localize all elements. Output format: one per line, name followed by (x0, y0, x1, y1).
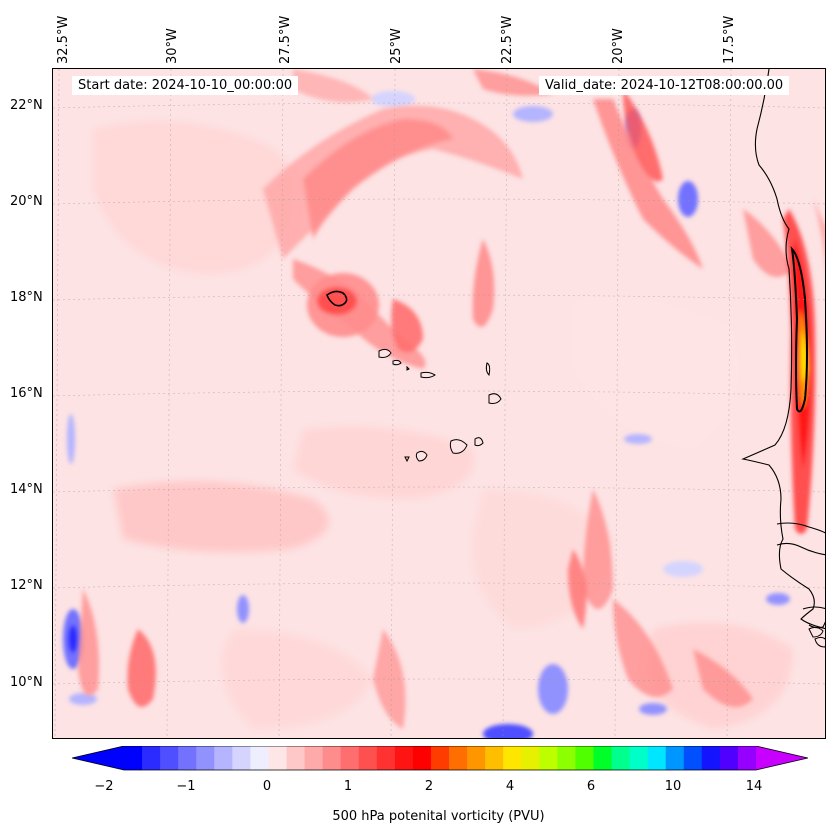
bissagos-islands (808, 626, 825, 648)
colorbar-tick: 2 (424, 779, 434, 794)
colorbar-swatch (557, 746, 576, 770)
lon-label-27-5w: 27.5°W (278, 15, 293, 64)
colorbar-swatch (575, 746, 594, 770)
colorbar-swatch (430, 746, 450, 770)
lon-label-22-5w: 22.5°W (500, 15, 515, 64)
colorbar-tick: 10 (664, 779, 682, 794)
valid-date-label: Valid_date: 2024-10-12T08:00:00.00 (539, 76, 790, 95)
lat-label-18n: 18°N (10, 290, 43, 305)
pv-field-map (53, 69, 825, 738)
colorbar-swatch (286, 746, 306, 770)
colorbar-swatch (485, 746, 504, 770)
colorbar-extend-low (72, 746, 124, 770)
colorbar-swatch (449, 746, 468, 770)
cape-verde-islands (378, 348, 502, 463)
colorbar-swatch (304, 746, 324, 770)
colorbar-swatch (358, 746, 378, 770)
colorbar-swatch (178, 746, 197, 770)
graticule (53, 69, 825, 738)
colorbar-swatch (665, 746, 685, 770)
colorbar-tick: 6 (586, 779, 596, 794)
colorbar-swatch (340, 746, 360, 770)
colorbar-swatch (737, 746, 757, 770)
colorbar-tick: −2 (94, 779, 114, 794)
colorbar-tick: 14 (745, 779, 763, 794)
lat-label-10n: 10°N (10, 675, 43, 690)
colorbar-swatch (322, 746, 342, 770)
colorbar (72, 746, 808, 771)
lat-label-12n: 12°N (10, 578, 43, 593)
pv-contour-closed (326, 245, 808, 413)
pv-coastal-maximum (783, 199, 825, 534)
colorbar-swatch (268, 746, 288, 770)
colorbar-swatch (142, 746, 161, 770)
colorbar-swatch (394, 746, 414, 770)
colorbar-swatch (539, 746, 558, 770)
colorbar-swatch (683, 746, 703, 770)
colorbar-extend-high (756, 746, 808, 770)
lon-label-20w: 20°W (611, 28, 626, 64)
colorbar-swatch (214, 746, 233, 770)
colorbar-swatch (250, 746, 269, 770)
start-date-label: Start date: 2024-10-10_00:00:00 (72, 76, 299, 95)
colorbar-swatch (376, 746, 396, 770)
colorbar-swatch (503, 746, 522, 770)
colorbar-title: 500 hPa potenital vorticity (PVU) (332, 809, 545, 824)
colorbar-swatch (196, 746, 215, 770)
africa-coastline (741, 69, 825, 630)
lon-label-32-5w: 32.5°W (56, 15, 71, 64)
colorbar-swatch (412, 746, 432, 770)
lat-label-20n: 20°N (10, 194, 43, 209)
colorbar-tick: −1 (176, 779, 196, 794)
lon-label-17-5w: 17.5°W (722, 15, 737, 64)
colorbar-title-row: 500 hPa potenital vorticity (PVU) (0, 809, 837, 824)
colorbar-tick: 1 (343, 779, 353, 794)
lat-label-14n: 14°N (10, 482, 43, 497)
colorbar-swatch (647, 746, 667, 770)
colorbar-swatch (629, 746, 649, 770)
colorbar-swatch (611, 746, 631, 770)
colorbar-swatch (719, 746, 739, 770)
colorbar-swatch (593, 746, 613, 770)
colorbar-swatch (232, 746, 251, 770)
lat-label-22n: 22°N (10, 98, 43, 113)
colorbar-swatch (160, 746, 179, 770)
colorbar-swatch (701, 746, 721, 770)
colorbar-swatch (467, 746, 486, 770)
colorbar-swatch (124, 746, 143, 770)
lat-label-16n: 16°N (10, 386, 43, 401)
lon-label-30w: 30°W (165, 28, 180, 64)
colorbar-tick: 4 (505, 779, 515, 794)
colorbar-swatch (521, 746, 540, 770)
colorbar-tick: 0 (262, 779, 272, 794)
colorbar-outline (72, 746, 808, 771)
lon-label-25w: 25°W (389, 28, 404, 64)
map-panel[interactable] (52, 68, 826, 739)
